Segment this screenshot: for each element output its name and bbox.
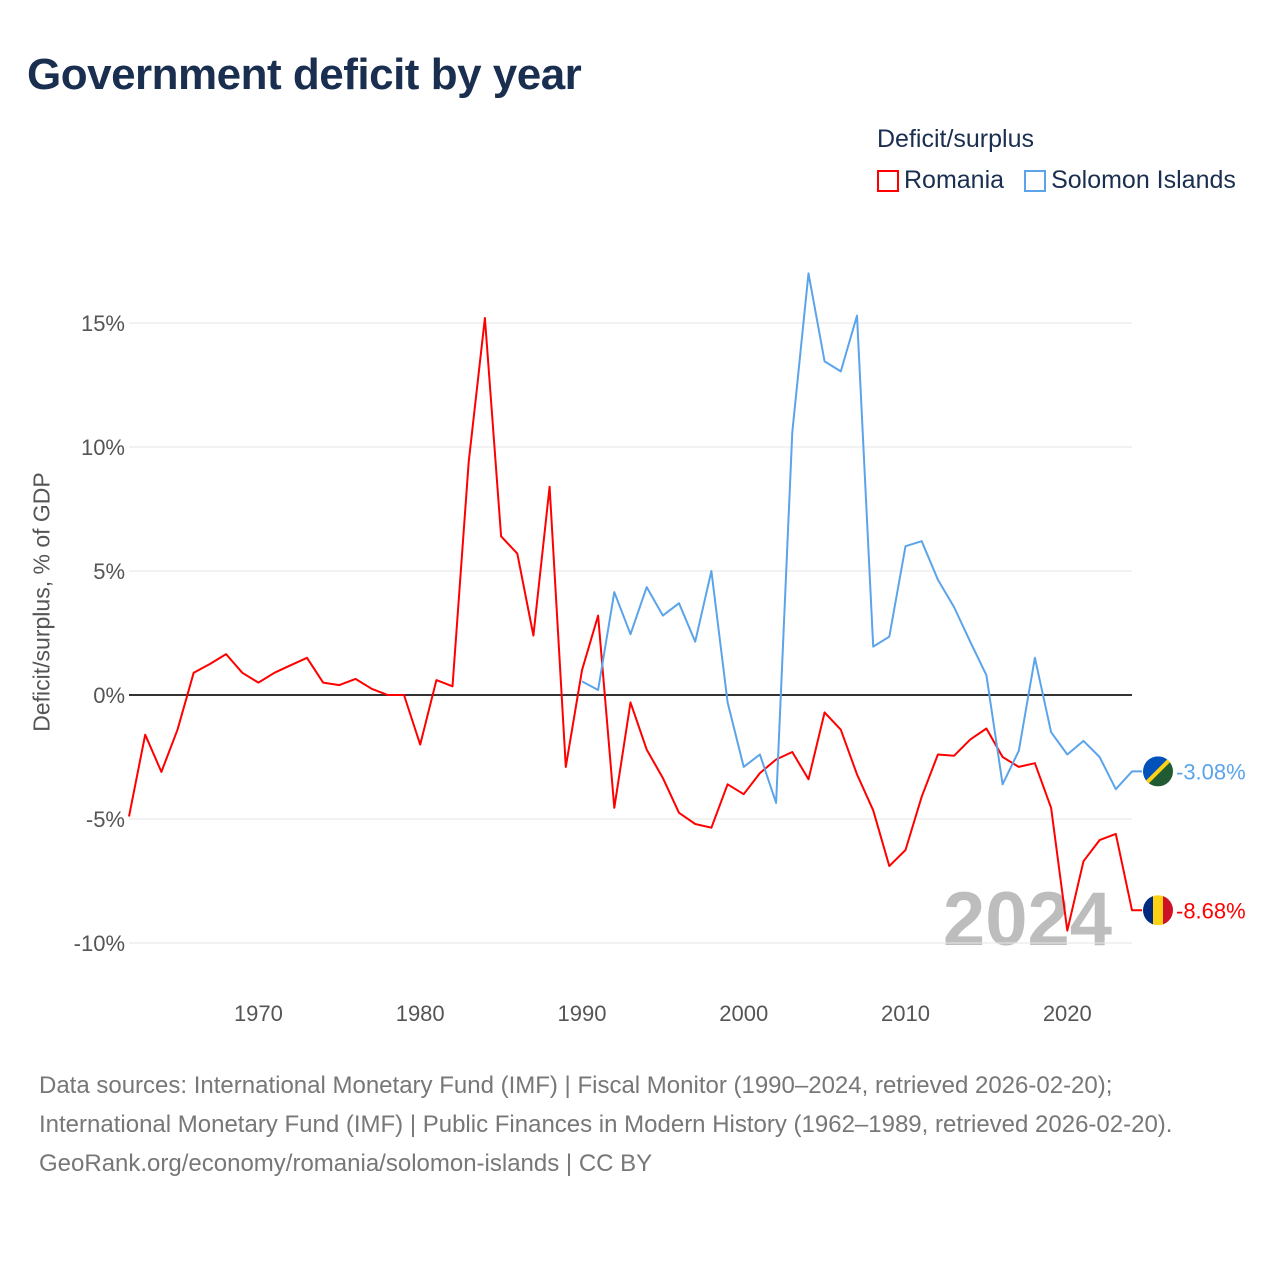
legend-item-romania[interactable]: Romania	[877, 166, 1004, 195]
chart-title: Government deficit by year	[27, 50, 582, 99]
x-tick-label: 1980	[396, 1001, 445, 1026]
legend-label-romania: Romania	[904, 166, 1005, 194]
x-tick-label: 2020	[1043, 1001, 1092, 1026]
end-label-solomon-islands: -3.08%	[1176, 759, 1246, 784]
legend-swatch-solomon-islands	[1024, 169, 1047, 192]
legend: Romania Solomon Islands	[877, 166, 1236, 195]
x-tick-label: 2000	[719, 1001, 768, 1026]
year-watermark: 2024	[943, 877, 1112, 962]
x-tick-label: 2010	[881, 1001, 930, 1026]
y-tick-label: -10%	[74, 931, 125, 956]
y-tick-label: 0%	[93, 683, 125, 708]
solomon-islands-flag-icon	[1143, 756, 1173, 787]
footer: Data sources: International Monetary Fun…	[39, 1066, 1239, 1183]
source-link[interactable]: GeoRank.org/economy/romania/solomon-isla…	[39, 1150, 653, 1177]
y-tick-label: 5%	[93, 559, 125, 584]
legend-label-solomon-islands: Solomon Islands	[1051, 166, 1236, 194]
y-tick-label: 15%	[81, 311, 125, 336]
romania-flag-icon	[1143, 895, 1173, 926]
series-line-solomon-islands	[581, 272, 1143, 804]
series-line-romania	[128, 317, 1143, 932]
legend-item-solomon-islands[interactable]: Solomon Islands	[1024, 166, 1236, 195]
legend-swatch-romania	[877, 169, 899, 192]
y-tick-label: -5%	[86, 807, 125, 832]
y-tick-label: 10%	[81, 435, 125, 460]
legend-title: Deficit/surplus	[877, 125, 1034, 153]
end-label-romania: -8.68%	[1176, 898, 1246, 923]
x-tick-label: 1970	[234, 1001, 283, 1026]
x-tick-label: 1990	[557, 1001, 606, 1026]
data-sources: Data sources: International Monetary Fun…	[39, 1072, 1173, 1138]
